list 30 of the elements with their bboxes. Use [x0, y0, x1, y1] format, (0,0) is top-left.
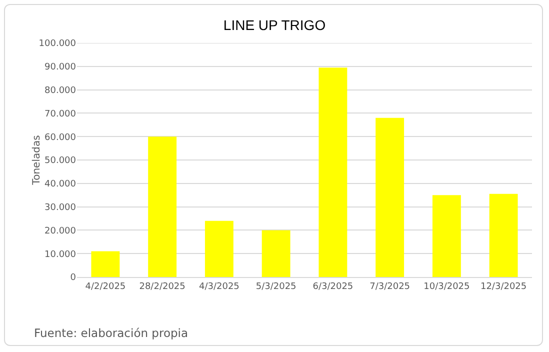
x-tick-label: 10/3/2025 [424, 282, 470, 292]
y-tick-label: 80.000 [44, 86, 76, 96]
y-tick-label: 30.000 [44, 202, 76, 213]
bar [91, 251, 120, 277]
bar [376, 118, 404, 277]
y-tick-label: 20.000 [44, 226, 76, 236]
bar [432, 195, 461, 277]
y-axis-title: Toneladas [32, 135, 42, 186]
x-tick-label: 4/2/2025 [85, 282, 126, 292]
y-tick-label: 90.000 [44, 62, 76, 73]
x-tick-label: 28/2/2025 [139, 282, 186, 292]
bar [318, 68, 348, 277]
bar [489, 194, 518, 277]
y-tick-label: 70.000 [44, 109, 76, 120]
x-tick-label: 4/3/2025 [198, 282, 240, 292]
y-tick-label: 50.000 [44, 156, 76, 166]
y-tick-label: 60.000 [44, 132, 76, 143]
x-tick-label: 6/3/2025 [312, 282, 354, 292]
y-tick-label: 100.000 [38, 39, 76, 50]
x-tick-label: 7/3/2025 [370, 282, 410, 292]
x-tick-label: 12/3/2025 [480, 282, 527, 292]
chart-title: LINE UP TRIGO [223, 17, 326, 34]
y-tick-label: 40.000 [44, 180, 76, 190]
bar [148, 136, 177, 277]
y-tick-label: 10.000 [44, 250, 76, 260]
source-note: Fuente: elaboración propia [34, 326, 188, 340]
bar [262, 230, 290, 277]
x-tick-label: 5/3/2025 [256, 282, 296, 292]
y-tick-label: 0 [70, 273, 76, 284]
bar [204, 220, 234, 277]
